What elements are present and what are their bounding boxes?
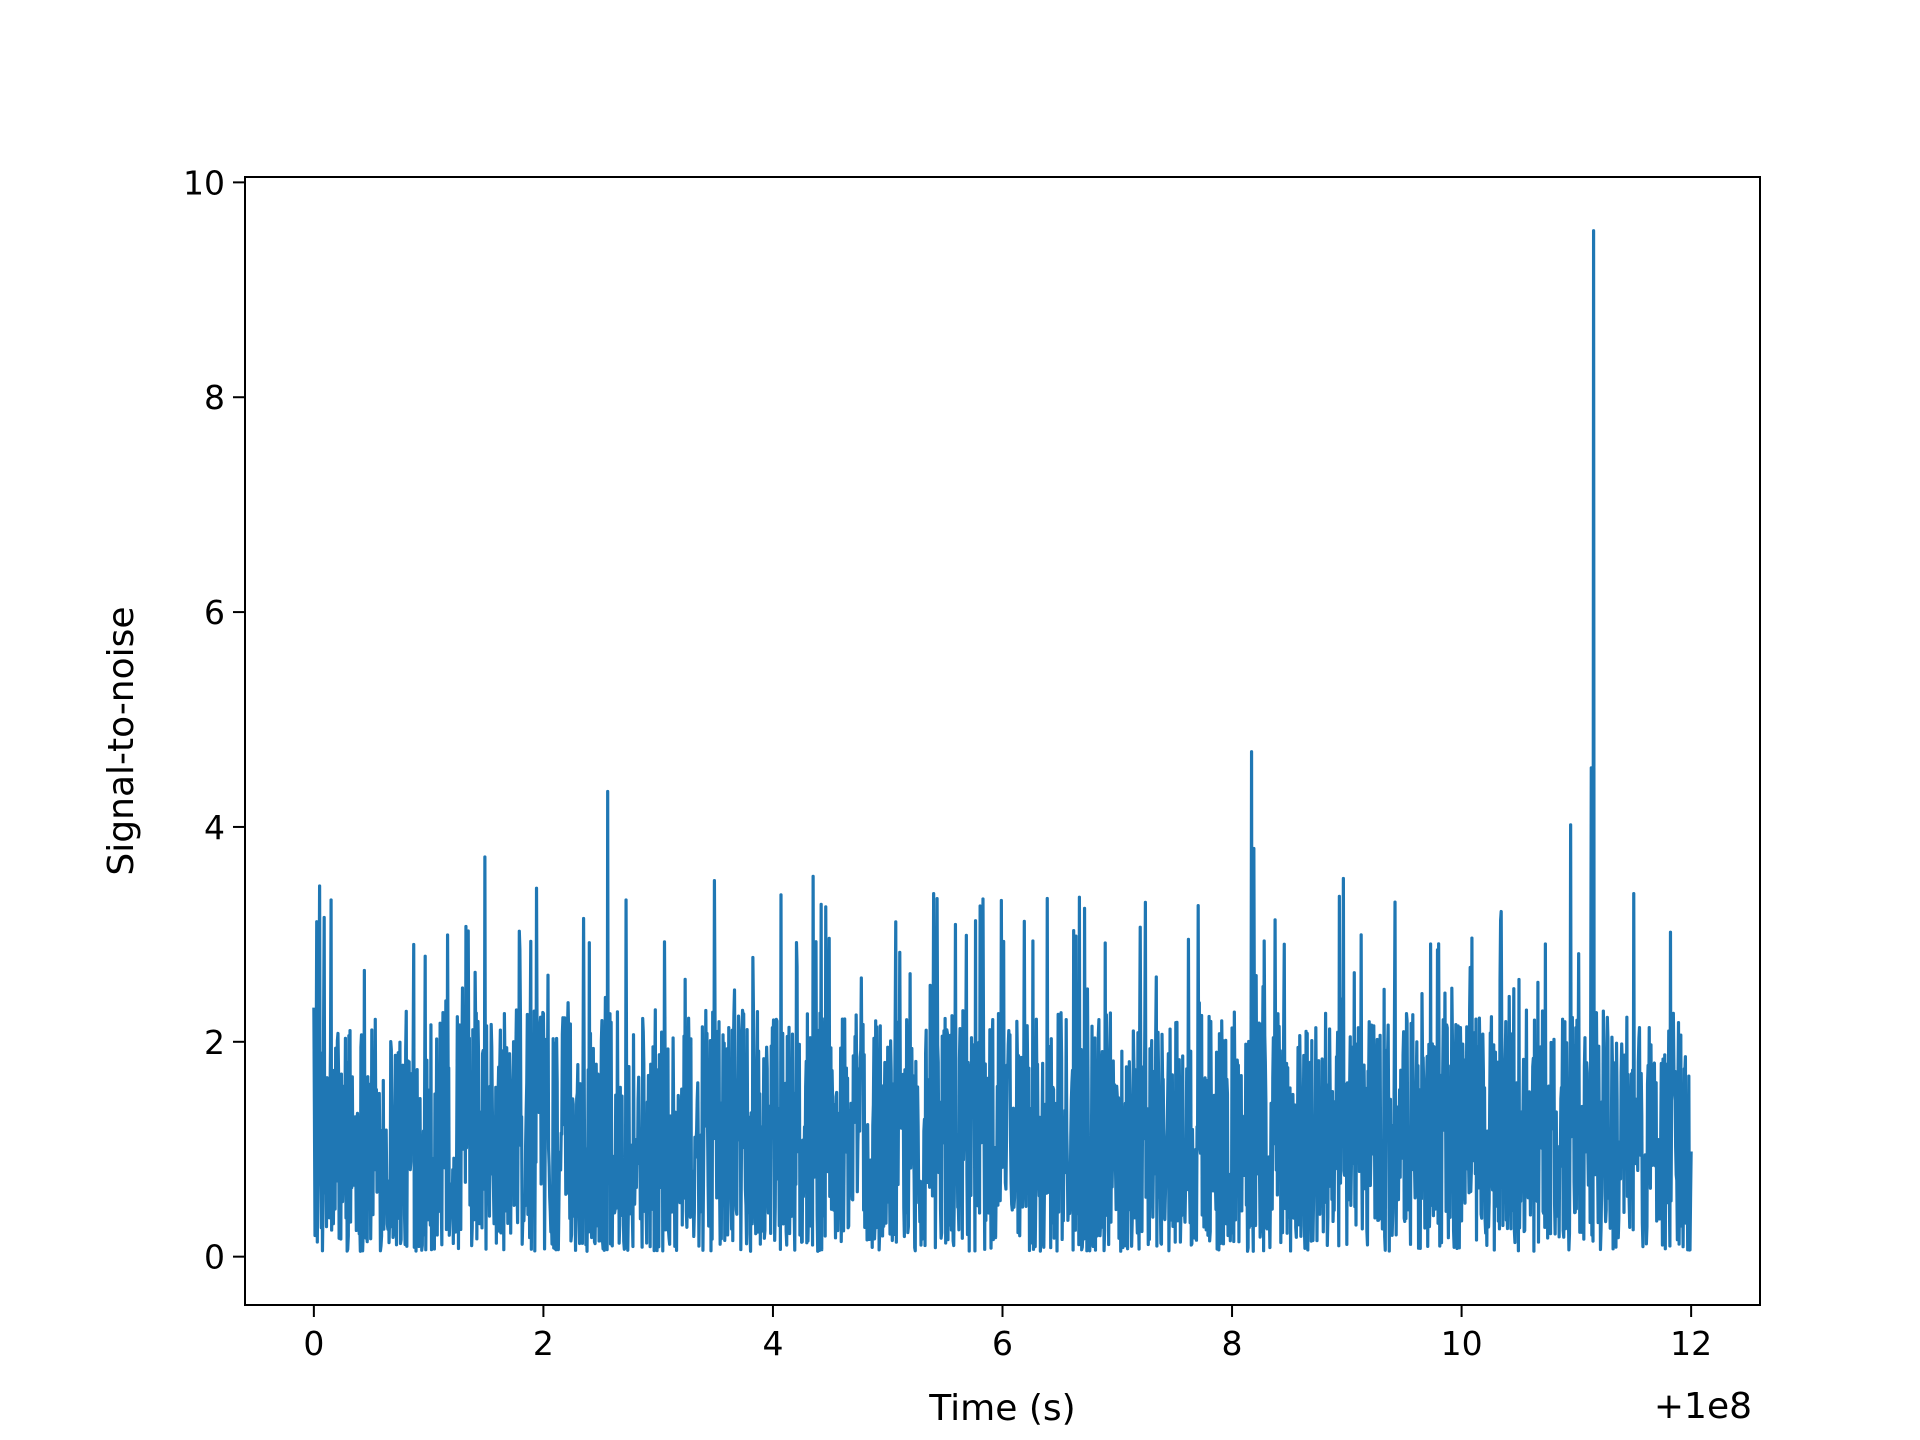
series-line: [312, 229, 1693, 1253]
y-axis: 0 2 4 6 8 10: [183, 163, 245, 1277]
x-axis: 0 2 4 6 8 10 12: [303, 1305, 1712, 1363]
y-tick-label: 6: [204, 593, 225, 632]
y-tick-label: 10: [183, 163, 225, 202]
x-tick-label: 10: [1441, 1324, 1483, 1363]
y-tick-label: 0: [204, 1238, 225, 1277]
y-tick-label: 2: [204, 1023, 225, 1062]
plot-area: [312, 229, 1693, 1253]
x-tick-label: 2: [533, 1324, 554, 1363]
y-tick-label: 8: [204, 378, 225, 417]
y-tick-label: 4: [204, 808, 225, 847]
x-axis-label: Time (s): [928, 1388, 1075, 1429]
y-axis-label: Signal-to-noise: [101, 606, 142, 875]
x-tick-label: 4: [762, 1324, 783, 1363]
x-axis-offset-label: +1e8: [1654, 1386, 1752, 1427]
x-tick-label: 6: [992, 1324, 1013, 1363]
x-tick-label: 8: [1222, 1324, 1243, 1363]
x-tick-label: 0: [303, 1324, 324, 1363]
x-tick-label: 12: [1670, 1324, 1712, 1363]
